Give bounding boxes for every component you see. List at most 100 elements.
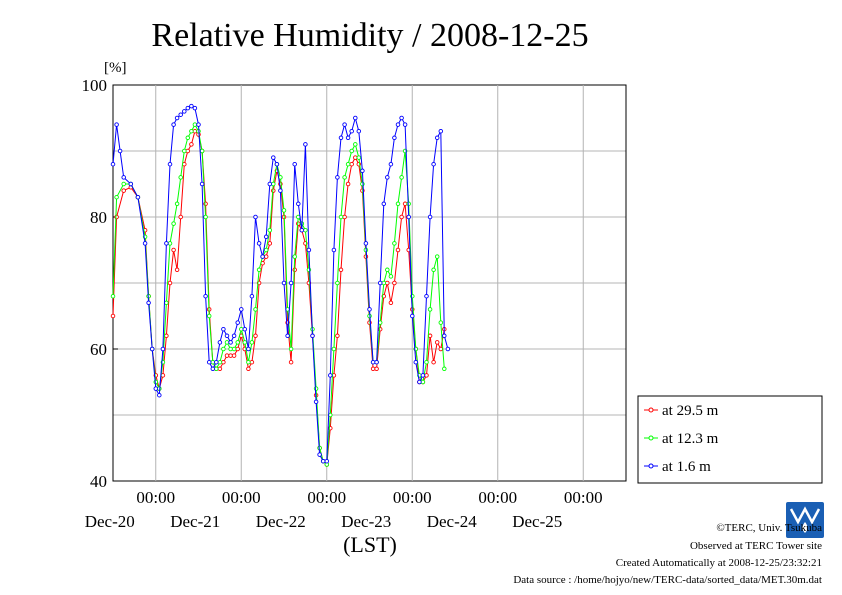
data-point [153,386,159,391]
series-layer [110,103,451,467]
data-point [231,346,237,352]
data-point [171,122,176,127]
legend-label: at 12.3 m [662,431,719,447]
data-point [442,366,447,372]
data-point [335,333,340,339]
x-tick-time: 00:00 [307,488,346,507]
data-point [324,458,330,464]
x-tick-day: Dec-20 [85,512,135,531]
data-point [167,241,173,246]
x-axis-ticks: 00:00Dec-2000:00Dec-2100:00Dec-2200:00De… [85,85,603,531]
data-point [363,241,369,246]
data-point [253,307,258,312]
data-point [114,122,119,127]
data-point [402,201,408,207]
y-tick-label: 80 [90,208,107,227]
data-point [199,181,205,187]
data-point [182,109,187,114]
data-point [342,175,347,180]
data-point [381,280,387,286]
data-point [402,122,408,127]
series-line [112,123,445,466]
terc-logo [786,502,824,538]
x-tick-time: 00:00 [136,488,175,507]
data-point [224,353,230,358]
data-point [117,148,123,154]
data-point [399,175,404,180]
data-point [296,201,301,207]
data-point [231,353,237,358]
data-point [239,307,244,312]
legend-label: at 1.6 m [662,459,711,475]
data-point [338,214,344,220]
data-point [206,313,212,319]
data-point [164,300,169,306]
data-point [217,340,223,345]
data-point [360,168,365,174]
data-point [292,161,297,167]
data-point [367,307,372,312]
data-point [410,313,415,319]
data-point [438,346,444,352]
data-point [345,161,351,167]
data-point [292,254,297,259]
data-point [442,333,447,339]
series-3 [110,103,451,464]
data-point [157,392,162,398]
data-point [427,214,433,220]
data-point [110,293,116,299]
data-point [406,214,411,220]
data-point [267,181,273,187]
data-point [413,359,419,365]
data-point [235,346,240,352]
data-point [385,175,390,180]
data-point [164,241,169,246]
data-point [427,307,433,312]
data-point [214,359,219,365]
legend: at 29.5 m at 12.3 m at 1.6 m [637,395,823,484]
data-point [417,379,422,385]
x-axis-label: (LST) [343,532,397,557]
data-point [189,128,194,134]
data-point [349,161,354,167]
data-point [149,346,155,352]
data-point [306,247,312,253]
data-point [395,247,401,253]
data-point [256,267,262,273]
data-point [431,359,436,365]
data-point [278,188,283,193]
y-axis-unit: [%] [104,60,127,76]
data-point [320,458,326,464]
data-point [121,181,126,187]
data-point [267,227,273,233]
data-point [221,326,226,332]
data-point [395,201,401,207]
data-point [235,320,240,325]
data-point [178,175,183,180]
x-tick-day: Dec-21 [170,512,220,531]
data-point [328,373,333,378]
data-point [263,234,269,240]
legend-swatch-point [648,435,654,441]
data-point [271,155,276,160]
data-point [171,221,176,226]
data-point [217,366,223,372]
data-point [128,181,134,187]
data-point [249,340,255,345]
legend-swatch-point [648,463,654,469]
chart-title: Relative Humidity / 2008-12-25 [151,17,588,54]
data-point [281,208,287,213]
data-point [342,214,347,220]
data-point [217,359,223,365]
data-point [335,280,340,286]
data-point [374,366,379,372]
data-point [253,214,258,220]
data-point [192,105,198,111]
x-tick-time: 00:00 [222,488,261,507]
data-point [242,340,248,345]
data-point [303,142,308,147]
data-point [231,333,237,339]
data-point [224,340,230,345]
data-point [338,135,344,141]
data-point [317,452,322,457]
